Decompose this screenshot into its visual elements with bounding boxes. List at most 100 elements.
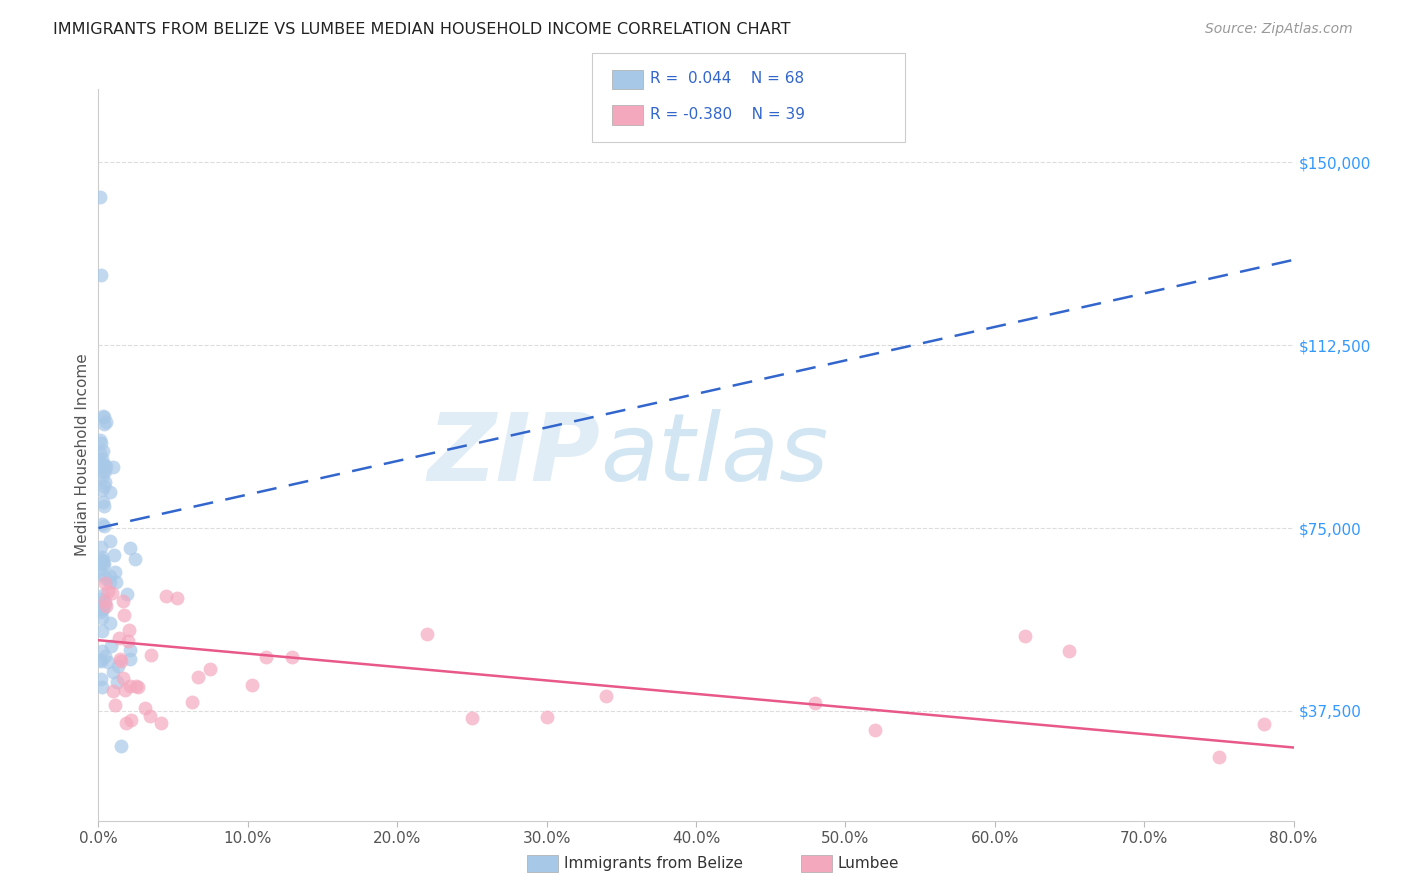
Point [91, 470, 114, 484]
Point [91, 554, 114, 568]
Point [91, 466, 114, 480]
Point [107, 659, 129, 673]
Point [98, 485, 121, 500]
Point [114, 683, 136, 698]
Point [93, 557, 115, 571]
Point [97, 655, 120, 669]
Text: ZIP: ZIP [427, 409, 600, 501]
Point [93, 594, 115, 608]
Point [91, 602, 114, 616]
Point [91, 567, 114, 582]
Point [90, 268, 112, 283]
Point [110, 652, 132, 666]
Point [127, 680, 149, 694]
Point [94, 597, 117, 611]
Point [89, 190, 111, 204]
Point [93, 518, 115, 533]
Point [120, 679, 142, 693]
Point [1253, 717, 1275, 731]
Point [536, 709, 558, 723]
Point [103, 665, 125, 679]
Point [93, 576, 115, 591]
Point [134, 701, 156, 715]
Point [94, 416, 117, 430]
Point [461, 711, 484, 725]
Y-axis label: Median Household Income: Median Household Income [75, 353, 90, 557]
Point [105, 574, 128, 589]
Point [200, 662, 222, 676]
Point [104, 565, 127, 579]
Point [91, 644, 114, 658]
Point [90, 436, 112, 450]
Point [91, 409, 114, 424]
Point [93, 475, 115, 489]
Point [90, 550, 112, 565]
Point [91, 588, 114, 602]
Point [93, 417, 115, 432]
Point [118, 623, 141, 637]
Point [91, 558, 114, 572]
Point [91, 681, 114, 695]
Point [105, 675, 128, 690]
Point [94, 599, 117, 614]
Point [97, 583, 120, 598]
Point [90, 605, 112, 619]
Point [89, 652, 111, 666]
Point [90, 452, 112, 467]
Point [98, 574, 121, 589]
Point [94, 648, 117, 663]
Point [166, 591, 188, 606]
Point [111, 671, 134, 685]
Point [90, 591, 112, 606]
Text: IMMIGRANTS FROM BELIZE VS LUMBEE MEDIAN HOUSEHOLD INCOME CORRELATION CHART: IMMIGRANTS FROM BELIZE VS LUMBEE MEDIAN … [53, 22, 792, 37]
Point [107, 631, 129, 645]
Point [98, 616, 121, 631]
Point [91, 495, 114, 509]
Point [281, 649, 304, 664]
Point [90, 654, 112, 668]
Text: atlas: atlas [600, 409, 828, 500]
Point [89, 433, 111, 447]
Point [93, 458, 115, 472]
Text: Immigrants from Belize: Immigrants from Belize [564, 856, 742, 871]
Point [110, 739, 132, 753]
Point [595, 690, 617, 704]
Point [118, 541, 141, 555]
Point [90, 540, 112, 554]
Point [90, 483, 112, 497]
Point [91, 611, 114, 625]
Point [117, 634, 139, 648]
Point [94, 458, 117, 473]
Point [100, 639, 122, 653]
Point [1014, 629, 1036, 643]
Point [115, 587, 138, 601]
Text: R =  0.044    N = 68: R = 0.044 N = 68 [650, 71, 804, 86]
Point [110, 654, 132, 668]
Point [111, 594, 134, 608]
Point [91, 624, 114, 638]
Point [139, 648, 162, 662]
Point [256, 650, 278, 665]
Point [120, 714, 142, 728]
Point [91, 444, 114, 458]
Point [118, 651, 141, 665]
Point [91, 459, 114, 474]
Point [103, 548, 125, 562]
Text: R = -0.380    N = 39: R = -0.380 N = 39 [650, 107, 804, 121]
Point [104, 698, 127, 712]
Point [155, 589, 177, 603]
Point [240, 678, 263, 692]
Point [90, 553, 112, 567]
Point [89, 602, 111, 616]
Point [98, 569, 122, 583]
Point [187, 670, 209, 684]
Point [101, 459, 124, 474]
Point [103, 684, 125, 698]
Text: Source: ZipAtlas.com: Source: ZipAtlas.com [1205, 22, 1353, 37]
Point [112, 608, 135, 623]
Point [1059, 643, 1081, 657]
Point [90, 455, 112, 469]
Text: Lumbee: Lumbee [838, 856, 900, 871]
Point [94, 570, 117, 584]
Point [89, 561, 111, 575]
